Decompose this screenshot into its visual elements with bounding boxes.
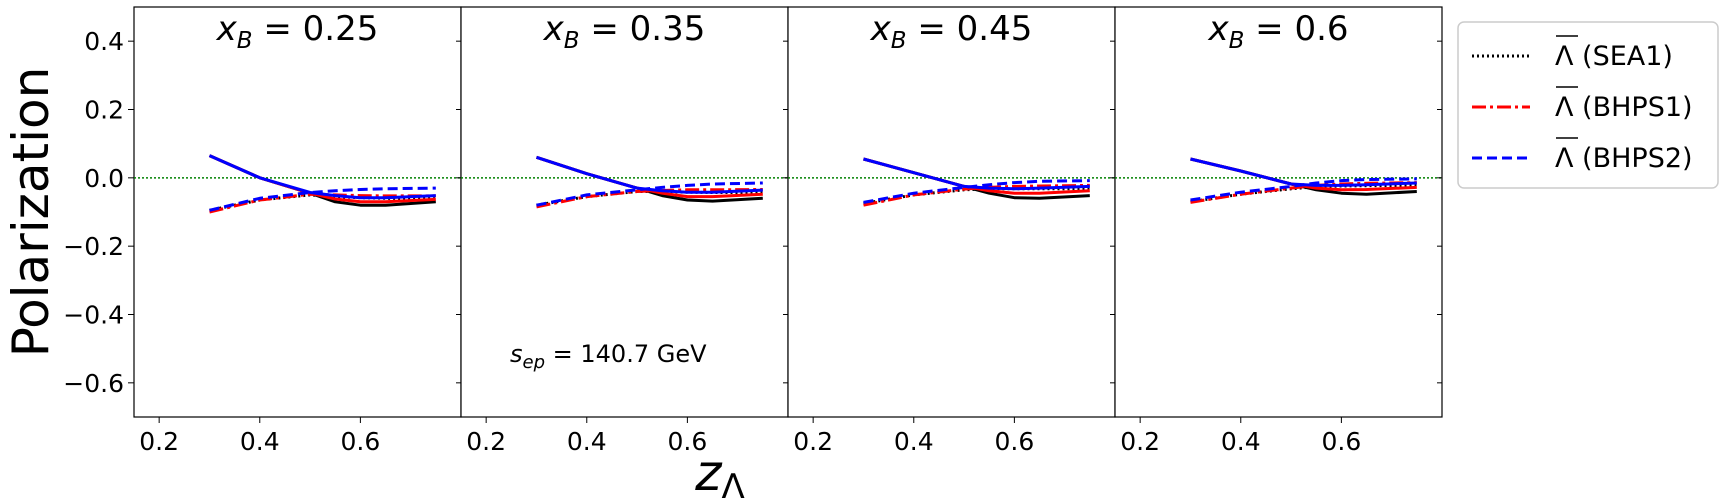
- panel-series: [1190, 157, 1417, 204]
- series-line-bhps2_solid: [1190, 157, 1417, 187]
- panel-series: [863, 157, 1090, 207]
- panel-series: [536, 155, 763, 209]
- panel-4: 0.2 0.4 0.6 xB = 0.6: [1114, 6, 1443, 456]
- panel-title-value: = 0.35: [580, 9, 706, 49]
- series-line-bhps2_dash: [1190, 177, 1417, 202]
- x-tick-label: 0.4: [240, 427, 280, 456]
- panel-title: xB = 0.25: [216, 9, 379, 54]
- panel-frame: [133, 6, 462, 418]
- y-tick-label: −0.2: [63, 232, 124, 261]
- series-line-bhps2_dash: [863, 179, 1090, 204]
- y-tick-label: 0.4: [84, 27, 124, 56]
- panel-title-var: x: [1207, 9, 1229, 49]
- legend-label: Λ (BHPS1): [1555, 92, 1693, 123]
- panel-title: xB = 0.35: [543, 9, 706, 54]
- x-axis-label-sub: Λ: [721, 467, 744, 503]
- x-tick-label: 0.4: [894, 427, 934, 456]
- panel-title: xB = 0.6: [1207, 9, 1348, 54]
- series-line-bhps2_solid: [208, 154, 436, 200]
- x-tick-label: 0.4: [567, 427, 607, 456]
- x-tick-label: 0.4: [1221, 427, 1261, 456]
- panel-title-value: = 0.6: [1244, 9, 1348, 49]
- energy-annotation: sep = 140.7 GeV: [510, 340, 707, 373]
- y-tick-label: −0.4: [63, 301, 124, 330]
- panels: 0.2 0.4 0.6xB = 0.250.2 0.4 0.6xB = 0.350.2 0…: [133, 6, 1443, 456]
- y-axis-label: Polarization: [2, 67, 60, 358]
- series-line-bhps2_solid: [863, 157, 1090, 191]
- panel-frame: [460, 6, 789, 418]
- x-tick-label: 0.2: [1120, 427, 1160, 456]
- legend-box: [1457, 21, 1719, 189]
- panel-title-var: x: [870, 9, 892, 49]
- annotation-text: = 140.7 GeV: [545, 340, 707, 368]
- x-tick-label: 0.6: [995, 427, 1035, 456]
- x-tick-label: 0.2: [466, 427, 506, 456]
- legend-label: Λ (BHPS2): [1555, 143, 1693, 174]
- y-tick-label: −0.6: [63, 369, 124, 398]
- panel-title-sub: B: [564, 28, 580, 54]
- legend: Λ (SEA1) Λ (BHPS1) Λ (BHPS2): [1457, 21, 1719, 189]
- x-tick-label: 0.2: [139, 427, 179, 456]
- x-tick-label: 0.2: [793, 427, 833, 456]
- y-axis: 0.4 0.2 0.0 −0.2 −0.4 −0.6: [63, 27, 134, 398]
- panel-title-value: = 0.45: [907, 9, 1033, 49]
- panel-title-sub: B: [237, 28, 253, 54]
- panel-title-value: = 0.25: [253, 9, 379, 49]
- panel-2: 0.2 0.4 0.6 xB = 0.35: [460, 6, 789, 456]
- x-axis-label: zΛ: [694, 444, 745, 503]
- panel-title-var: x: [543, 9, 565, 49]
- annotation-prefix: s: [510, 340, 523, 368]
- x-tick-label: 0.6: [341, 427, 381, 456]
- panel-title-sub: B: [891, 28, 907, 54]
- y-tick-label: 0.0: [84, 164, 124, 193]
- panel-frame: [787, 6, 1116, 418]
- panel-frame: [1114, 6, 1443, 418]
- panel-3: 0.2 0.4 0.6 xB = 0.45: [787, 6, 1116, 456]
- x-tick-label: 0.6: [1322, 427, 1362, 456]
- x-axis-label-var: z: [694, 444, 723, 502]
- legend-label: Λ (SEA1): [1555, 41, 1673, 72]
- x-tick-label: 0.6: [668, 427, 708, 456]
- panel-title: xB = 0.45: [870, 9, 1033, 54]
- series-line-bhps2_dash: [209, 186, 436, 212]
- panel-title-var: x: [216, 9, 238, 49]
- y-tick-label: 0.2: [84, 96, 124, 125]
- panel-1: 0.2 0.4 0.6 xB = 0.25: [133, 6, 462, 456]
- panel-series: [208, 154, 436, 214]
- series-line-bhps2_dash: [536, 181, 763, 207]
- annotation-sub: ep: [523, 352, 546, 373]
- series-line-bhps2_solid: [536, 155, 763, 194]
- panel-title-sub: B: [1229, 28, 1245, 54]
